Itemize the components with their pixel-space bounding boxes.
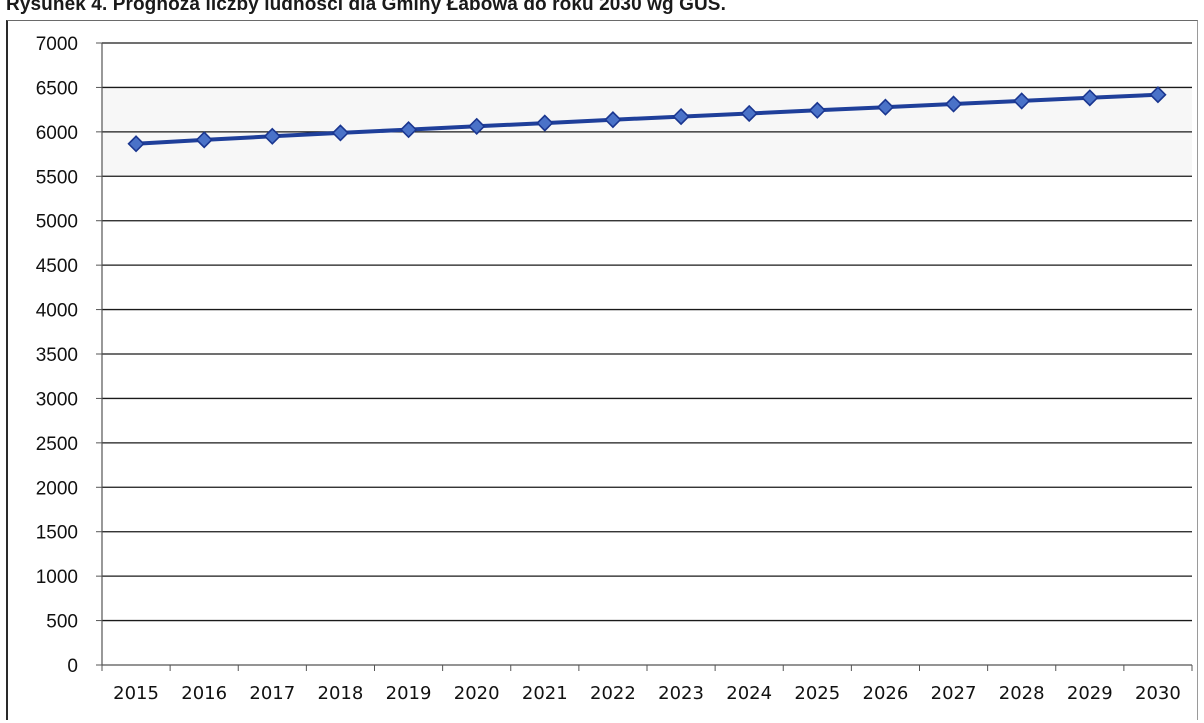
y-tick-label: 500 [46,612,78,633]
data-point-marker [195,131,213,149]
data-point-marker [740,104,758,123]
data-point-marker [468,117,486,135]
line-chart: 0 500 1000 1500 2000 2500 3000 3500 4000 4500 5000… [36,34,1193,704]
gridlines [102,42,1192,622]
data-point-marker [944,95,963,113]
y-tick-label: 0 [67,656,78,677]
data-point-marker [604,111,622,129]
x-tick-label: 2019 [386,683,432,704]
x-tick-label: 2018 [318,683,364,704]
series-line [135,92,1158,146]
x-tick-label: 2016 [181,683,227,704]
data-point-marker [1081,89,1099,107]
x-tick-label: 2029 [1067,683,1113,704]
data-point-marker [331,124,350,142]
y-tick-label: 5500 [36,167,78,188]
data-point-marker [1013,92,1031,110]
x-tick-label: 2030 [1135,683,1181,704]
x-tick-label: 2022 [590,683,636,704]
x-tick-label: 2024 [726,683,772,704]
data-point-marker [536,114,554,132]
axes [96,42,1193,671]
y-axis-tick-labels: 0 500 1000 1500 2000 2500 3000 3500 4000 4500 5000… [36,34,78,677]
y-tick-label: 2000 [36,478,78,499]
x-tick-label: 2023 [658,683,704,704]
chart-title: Rysunek 4. Prognoza liczby ludności dla … [6,0,726,15]
data-point-marker [808,101,826,119]
y-tick-label: 6000 [36,123,78,144]
x-tick-label: 2028 [999,683,1045,704]
data-point-marker [1149,86,1167,104]
chart-area: 0 500 1000 1500 2000 2500 3000 3500 4000 4500 5000… [6,20,1198,720]
x-tick-label: 2025 [794,683,840,704]
data-point-marker [127,135,145,153]
series [127,86,1167,153]
x-axis-tick-labels: 2015 2016 2017 2018 2019 2020 2021 2022 2023 2024… [113,683,1181,704]
y-tick-label: 4500 [36,256,78,277]
y-tick-label: 5000 [36,212,78,233]
x-tick-label: 2027 [931,683,977,704]
x-tick-label: 2015 [113,683,159,704]
data-point-marker [399,121,418,139]
x-tick-label: 2021 [522,683,568,704]
y-tick-label: 3500 [36,345,78,366]
y-tick-label: 1500 [36,523,78,544]
x-tick-label: 2020 [454,683,500,704]
x-tick-label: 2017 [249,683,295,704]
y-tick-label: 3000 [36,389,78,410]
y-tick-label: 2500 [36,434,78,455]
y-tick-label: 7000 [36,34,78,55]
y-tick-label: 4000 [36,301,78,322]
data-point-marker [876,98,895,116]
data-point-marker [263,127,281,145]
y-tick-label: 6500 [36,78,78,99]
data-point-marker [672,107,690,126]
y-tick-label: 1000 [36,567,78,588]
x-tick-label: 2026 [863,683,909,704]
